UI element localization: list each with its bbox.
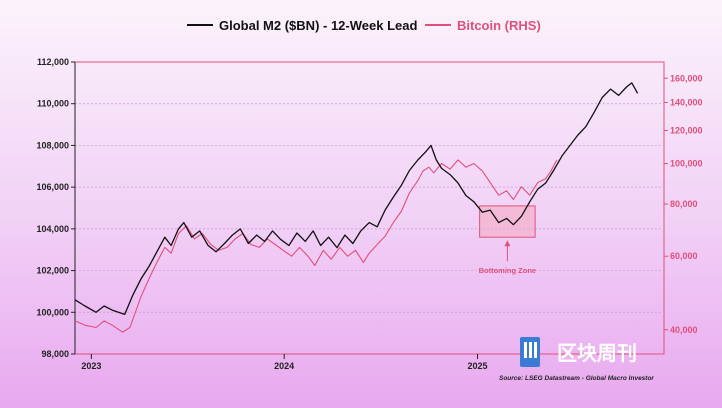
left-tick-label: 106,000 <box>36 182 69 192</box>
left-tick-label: 98,000 <box>41 349 69 359</box>
right-axis: 40,000 60,000 80,000 100,000 120,000 140,000 1… <box>664 73 703 335</box>
left-tick-label: 102,000 <box>36 266 69 276</box>
left-tick-label: 110,000 <box>37 99 69 109</box>
right-tick-label: 120,000 <box>670 125 703 135</box>
x-axis: 2023 2024 2025 <box>81 354 488 371</box>
left-tick-label: 100,000 <box>36 307 69 317</box>
legend: Global M2 ($BN) - 12-Week Lead Bitcoin (… <box>187 18 541 33</box>
x-tick-label: 2023 <box>81 361 101 371</box>
bottoming-zone-annotation: Bottoming Zone <box>479 205 537 275</box>
legend-label-m2: Global M2 ($BN) - 12-Week Lead <box>219 18 417 33</box>
legend-label-btc: Bitcoin (RHS) <box>457 18 541 33</box>
right-tick-label: 100,000 <box>670 159 703 169</box>
right-tick-label: 40,000 <box>670 325 698 335</box>
left-tick-label: 112,000 <box>37 57 69 67</box>
left-tick-label: 108,000 <box>36 140 69 150</box>
source-note: Source: LSEG Datastream - Global Macro I… <box>499 375 654 382</box>
watermark-logo-bar-2 <box>529 342 532 358</box>
x-tick-label: 2025 <box>468 361 488 371</box>
bottoming-zone-box <box>479 205 536 238</box>
series-line-bitcoin <box>74 159 558 333</box>
series-line-global-m2 <box>74 82 639 316</box>
gridlines <box>75 103 664 313</box>
left-axis: 98,000 100,000 102,000 104,000 106,000 108,00… <box>36 57 76 359</box>
right-tick-label: 160,000 <box>670 73 703 83</box>
right-tick-label: 140,000 <box>670 97 703 107</box>
watermark-logo-bar-3 <box>534 342 537 358</box>
bottoming-zone-label: Bottoming Zone <box>479 266 537 275</box>
plot-area <box>74 61 665 355</box>
right-tick-label: 80,000 <box>670 199 698 209</box>
watermark-logo-bar-1 <box>524 342 527 358</box>
watermark: 区块周刊 <box>520 337 637 367</box>
left-tick-label: 104,000 <box>36 224 69 234</box>
x-tick-label: 2024 <box>274 361 294 371</box>
watermark-text: 区块周刊 <box>557 341 637 365</box>
bottoming-zone-arrowhead <box>504 240 511 247</box>
series-layer <box>74 82 639 333</box>
right-tick-label: 60,000 <box>670 251 698 261</box>
